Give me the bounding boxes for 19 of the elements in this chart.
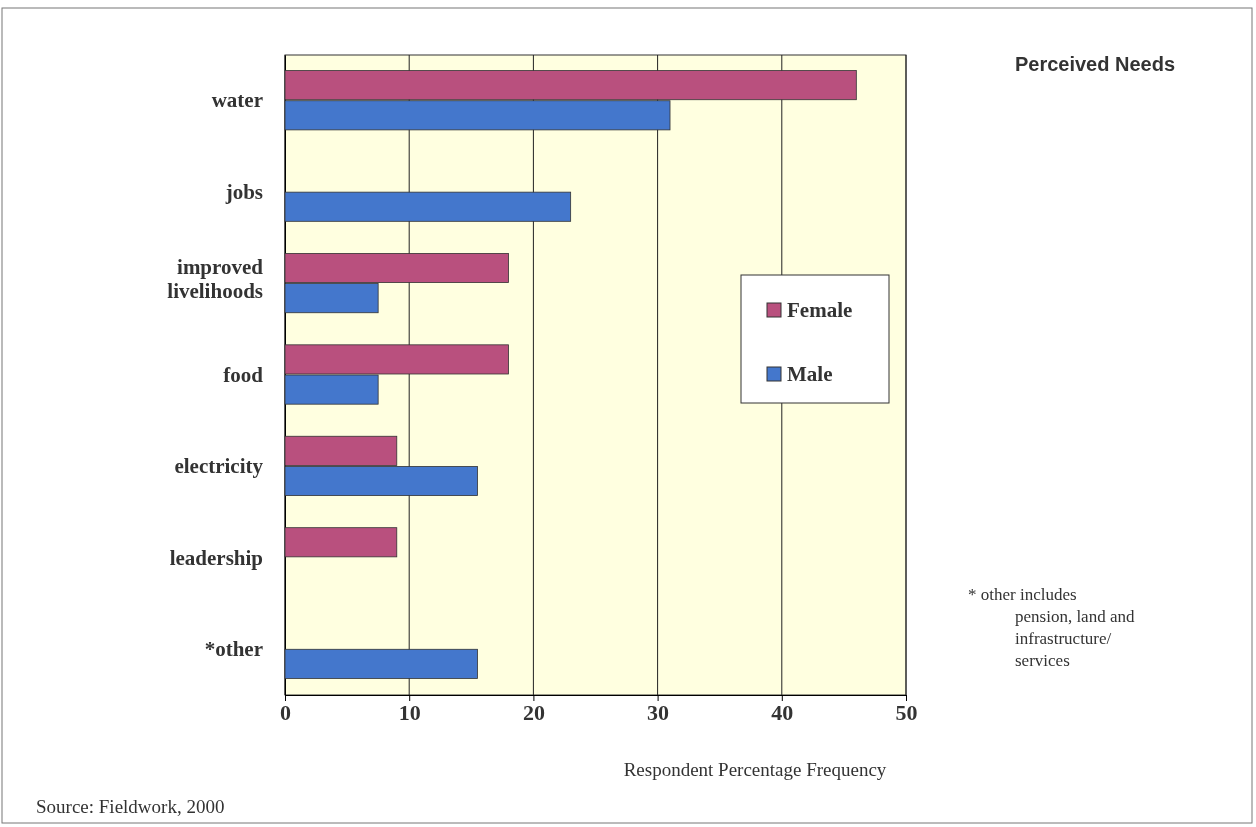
text: Perceived Needs: [1014, 53, 1176, 75]
y-tick-label: improved livelihoods: [167, 255, 264, 304]
x-tick-label: 20: [522, 699, 545, 725]
source-note: Source: Fieldwork, 2000: [36, 796, 225, 817]
x-axis-title: Respondent Percentage Frequency: [623, 759, 887, 780]
x-tick-label: 30: [647, 699, 670, 725]
legend-label: Male: [787, 362, 833, 386]
y-tick-label: leadership: [169, 545, 263, 570]
x-tick-label: 50: [895, 699, 918, 725]
legend-label: Female: [787, 298, 853, 322]
y-tick-label: water: [211, 88, 263, 113]
x-tick-label: 10: [398, 699, 421, 725]
y-tick-label: food: [223, 362, 264, 387]
text: * other includes pension, land and infrastructure/ services: [968, 585, 1135, 670]
y-tick-label: *other: [204, 637, 263, 662]
x-tick-label: 0: [280, 699, 291, 725]
x-tick-label: 40: [771, 699, 794, 725]
y-tick-label: electricity: [174, 454, 264, 479]
y-tick-label: jobs: [224, 179, 263, 204]
